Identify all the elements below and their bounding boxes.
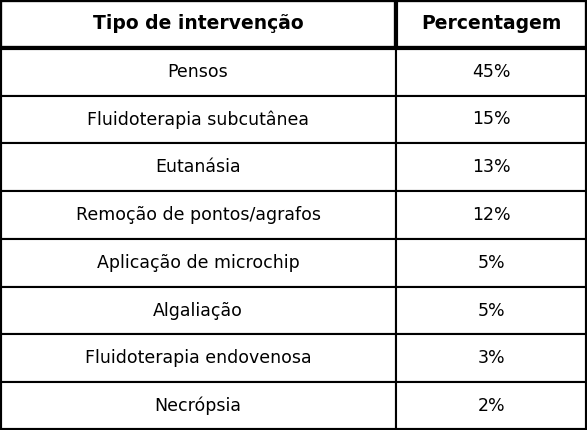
Bar <box>396 287 587 335</box>
Bar <box>396 0 587 48</box>
Text: Fluidoterapia endovenosa: Fluidoterapia endovenosa <box>85 349 312 367</box>
Text: 5%: 5% <box>478 254 505 272</box>
Text: Aplicação de microchip: Aplicação de microchip <box>97 254 299 272</box>
Text: 13%: 13% <box>473 158 511 176</box>
Bar <box>396 48 587 95</box>
Text: 45%: 45% <box>473 63 511 81</box>
Text: Percentagem: Percentagem <box>421 14 562 34</box>
Text: Necrópsia: Necrópsia <box>154 397 242 415</box>
Bar <box>0 48 396 95</box>
Bar <box>396 239 587 287</box>
Bar <box>0 0 396 48</box>
Bar <box>0 287 396 335</box>
Text: Algaliação: Algaliação <box>153 301 243 319</box>
Text: 15%: 15% <box>473 111 511 129</box>
Text: Pensos: Pensos <box>168 63 228 81</box>
Text: 12%: 12% <box>473 206 511 224</box>
Bar <box>0 382 396 430</box>
Bar <box>396 143 587 191</box>
Bar <box>0 191 396 239</box>
Bar <box>0 143 396 191</box>
Bar <box>396 191 587 239</box>
Text: Fluidoterapia subcutânea: Fluidoterapia subcutânea <box>87 110 309 129</box>
Text: Eutanásia: Eutanásia <box>156 158 241 176</box>
Text: Remoção de pontos/agrafos: Remoção de pontos/agrafos <box>76 206 321 224</box>
Text: 2%: 2% <box>478 397 505 415</box>
Bar <box>0 335 396 382</box>
Bar <box>396 382 587 430</box>
Bar <box>0 239 396 287</box>
Bar <box>396 95 587 143</box>
Text: 5%: 5% <box>478 301 505 319</box>
Text: Tipo de intervenção: Tipo de intervenção <box>93 14 303 34</box>
Text: 3%: 3% <box>478 349 505 367</box>
Bar <box>0 95 396 143</box>
Bar <box>396 335 587 382</box>
